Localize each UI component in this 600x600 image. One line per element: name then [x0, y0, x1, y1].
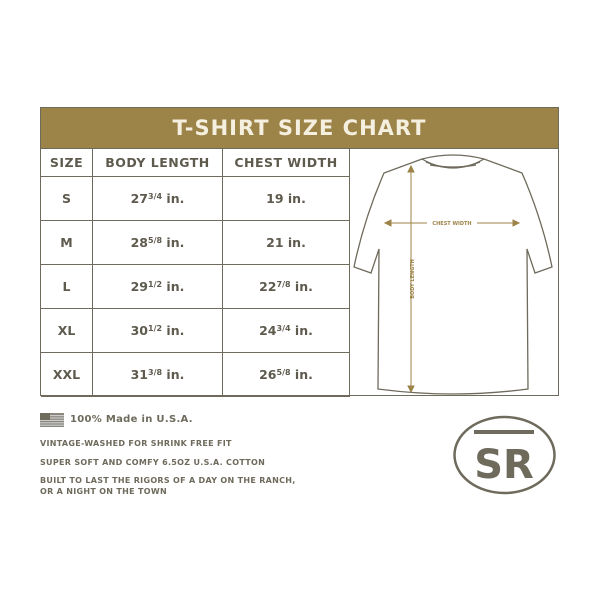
size-table: SIZE BODY LENGTH CHEST WIDTH S 273/4 in. 1… [41, 148, 350, 397]
feature-2: SUPER SOFT AND COMFY 6.5OZ U.S.A. COTTON [40, 458, 266, 467]
chest-unit: in. [283, 191, 306, 206]
chest-whole: 19 [266, 191, 284, 206]
size-cell: S [41, 176, 93, 221]
chart-title: T-SHIRT SIZE CHART [41, 108, 558, 149]
chest-unit: in. [290, 323, 313, 338]
body-length-cell: 313/8 in. [92, 352, 223, 397]
chest-width-cell: 265/8 in. [222, 352, 350, 397]
length-unit: in. [162, 235, 185, 250]
length-frac: 5/8 [148, 236, 163, 245]
us-flag-icon [40, 413, 64, 427]
logo-text: SR [474, 442, 534, 488]
size: L [62, 279, 71, 294]
body-length-label: BODY LENGTH [410, 259, 416, 299]
length-whole: 29 [130, 279, 149, 294]
length-frac: 3/8 [148, 368, 163, 377]
length-unit: in. [162, 367, 185, 382]
body-length-cell: 273/4 in. [92, 176, 223, 221]
chest-width-cell: 19 in. [222, 176, 350, 221]
made-in-usa: 100% Made in U.S.A. [70, 414, 193, 425]
header-size: SIZE [41, 148, 93, 177]
header-chest-width: CHEST WIDTH [222, 148, 350, 177]
table-row: XL 301/2 in. 243/4 in. [41, 308, 350, 353]
table-row: XXL 313/8 in. 265/8 in. [41, 352, 350, 397]
size-cell: XL [41, 308, 93, 353]
chest-unit: in. [283, 235, 306, 250]
size-chart: T-SHIRT SIZE CHART SIZE BODY LENGTH CHES… [40, 107, 559, 397]
length-unit: in. [162, 323, 185, 338]
sr-logo: SR [453, 415, 556, 495]
feature-3: BUILT TO LAST THE RIGORS OF A DAY ON THE… [40, 476, 296, 485]
length-whole: 27 [130, 191, 149, 206]
header-row: SIZE BODY LENGTH CHEST WIDTH [41, 148, 350, 177]
chest-unit: in. [290, 367, 313, 382]
size: M [60, 235, 73, 250]
chest-width-cell: 21 in. [222, 220, 350, 265]
length-frac: 1/2 [148, 324, 163, 333]
size: S [61, 191, 71, 206]
length-whole: 28 [130, 235, 149, 250]
length-whole: 30 [130, 323, 149, 338]
size: XXL [52, 367, 81, 382]
chest-width-label: CHEST WIDTH [432, 221, 471, 227]
chest-frac: 5/8 [276, 368, 291, 377]
chest-whole: 22 [259, 279, 277, 294]
length-unit: in. [162, 191, 185, 206]
chest-frac: 7/8 [276, 280, 291, 289]
chest-width-cell: 227/8 in. [222, 264, 350, 309]
size-cell: L [41, 264, 93, 309]
body-length-cell: 285/8 in. [92, 220, 223, 265]
body-length-cell: 291/2 in. [92, 264, 223, 309]
size-cell: M [41, 220, 93, 265]
body-length-cell: 301/2 in. [92, 308, 223, 353]
header-body-length: BODY LENGTH [92, 148, 223, 177]
length-frac: 3/4 [148, 192, 163, 201]
chest-whole: 26 [259, 367, 277, 382]
chest-whole: 24 [259, 323, 277, 338]
chest-width-cell: 243/4 in. [222, 308, 350, 353]
tshirt-diagram: CHEST WIDTH BODY LENGTH [353, 154, 553, 395]
feature-1: VINTAGE-WASHED FOR SHRINK FREE FIT [40, 439, 232, 448]
length-unit: in. [162, 279, 185, 294]
chest-whole: 21 [266, 235, 284, 250]
chest-frac: 3/4 [276, 324, 291, 333]
length-frac: 1/2 [148, 280, 163, 289]
length-whole: 31 [130, 367, 149, 382]
table-row: S 273/4 in. 19 in. [41, 176, 350, 221]
table-row: M 285/8 in. 21 in. [41, 220, 350, 265]
table-row: L 291/2 in. 227/8 in. [41, 264, 350, 309]
size: XL [57, 323, 76, 338]
feature-4: OR A NIGHT ON THE TOWN [40, 487, 167, 496]
chest-unit: in. [290, 279, 313, 294]
shirt-outline-icon [353, 154, 553, 395]
size-cell: XXL [41, 352, 93, 397]
